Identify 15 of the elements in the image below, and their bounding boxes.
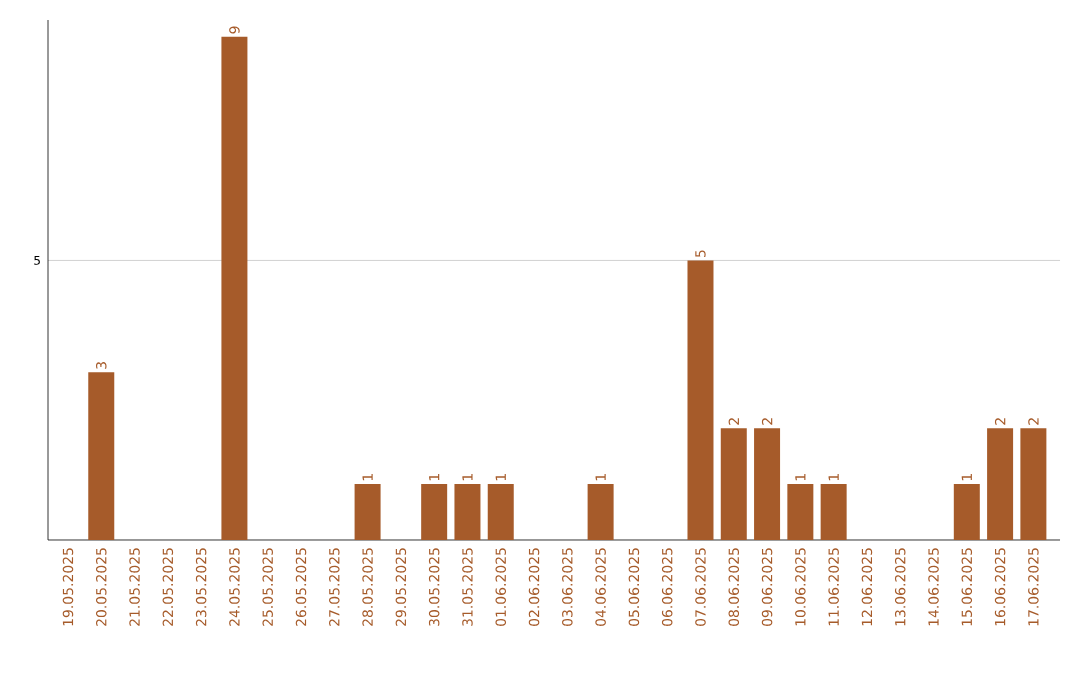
bar [221,36,248,540]
bar [454,484,481,540]
bar [1020,428,1047,540]
bar [354,484,381,540]
bar [787,484,814,540]
bar [421,484,448,540]
bar [487,484,514,540]
bar [720,428,747,540]
bar [953,484,980,540]
bar [687,260,714,540]
bar [587,484,614,540]
bar [820,484,847,540]
bar [987,428,1014,540]
bar [754,428,781,540]
bar [88,372,115,540]
